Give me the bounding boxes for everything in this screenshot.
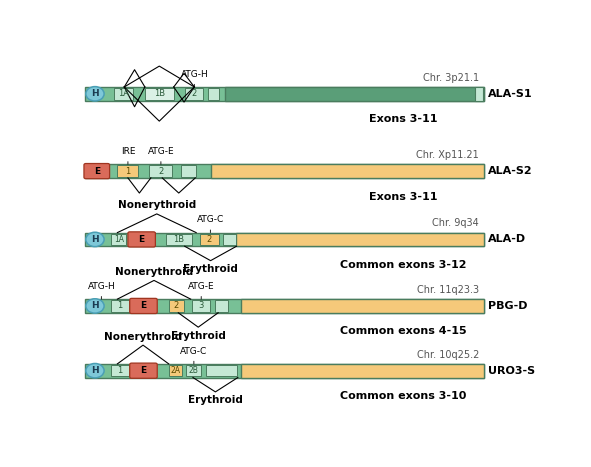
FancyBboxPatch shape: [145, 88, 174, 99]
FancyBboxPatch shape: [200, 234, 219, 245]
Text: 1: 1: [125, 167, 131, 176]
Text: 2B: 2B: [189, 366, 199, 375]
FancyBboxPatch shape: [85, 364, 484, 377]
Circle shape: [86, 363, 104, 378]
FancyBboxPatch shape: [215, 300, 228, 312]
Text: 1B: 1B: [154, 89, 165, 98]
FancyBboxPatch shape: [186, 365, 201, 376]
FancyBboxPatch shape: [85, 299, 484, 313]
Text: H: H: [91, 366, 99, 375]
Text: 1: 1: [118, 302, 123, 311]
FancyBboxPatch shape: [84, 163, 109, 179]
Text: 2: 2: [207, 235, 212, 244]
Text: ALA-S1: ALA-S1: [488, 89, 533, 99]
FancyBboxPatch shape: [212, 164, 484, 178]
FancyBboxPatch shape: [112, 234, 126, 245]
Text: Exons 3-11: Exons 3-11: [369, 114, 438, 124]
Text: Chr. 11q23.3: Chr. 11q23.3: [417, 285, 479, 295]
Text: Common exons 3-10: Common exons 3-10: [340, 391, 467, 401]
Text: 1A: 1A: [118, 89, 129, 98]
FancyBboxPatch shape: [475, 87, 483, 100]
Text: ALA-D: ALA-D: [488, 234, 527, 244]
FancyBboxPatch shape: [236, 233, 484, 246]
Text: ATG-E: ATG-E: [148, 147, 174, 164]
FancyBboxPatch shape: [181, 165, 196, 177]
Text: IRE: IRE: [121, 147, 135, 164]
FancyBboxPatch shape: [128, 232, 155, 247]
FancyBboxPatch shape: [241, 299, 484, 313]
FancyBboxPatch shape: [114, 88, 134, 99]
Text: PBG-D: PBG-D: [488, 301, 528, 311]
FancyBboxPatch shape: [130, 363, 157, 378]
Text: Nonerythroid: Nonerythroid: [115, 267, 193, 277]
Text: 3: 3: [199, 302, 204, 311]
FancyBboxPatch shape: [85, 87, 484, 100]
Text: E: E: [141, 366, 147, 375]
Text: Nonerythroid: Nonerythroid: [118, 200, 196, 210]
Text: 1B: 1B: [173, 235, 184, 244]
Text: 2: 2: [174, 302, 179, 311]
Text: Exons 3-11: Exons 3-11: [369, 191, 438, 202]
Text: H: H: [91, 302, 99, 311]
FancyBboxPatch shape: [112, 365, 129, 376]
Text: Chr. Xp11.21: Chr. Xp11.21: [417, 150, 479, 160]
Text: Erythroid: Erythroid: [183, 264, 238, 274]
Text: Erythroid: Erythroid: [188, 396, 243, 405]
FancyBboxPatch shape: [168, 365, 181, 376]
FancyBboxPatch shape: [130, 298, 157, 313]
FancyBboxPatch shape: [167, 234, 191, 245]
Text: ATG-C: ATG-C: [197, 215, 224, 233]
FancyBboxPatch shape: [192, 300, 210, 312]
Text: 2: 2: [158, 167, 164, 176]
Text: H: H: [91, 89, 99, 98]
Text: Nonerythroid: Nonerythroid: [104, 332, 182, 341]
FancyBboxPatch shape: [225, 87, 484, 100]
Text: E: E: [139, 235, 145, 244]
FancyBboxPatch shape: [241, 364, 484, 377]
Text: 2A: 2A: [170, 366, 180, 375]
Text: ATG-H: ATG-H: [180, 70, 208, 87]
FancyBboxPatch shape: [168, 300, 184, 312]
Circle shape: [86, 232, 104, 247]
FancyBboxPatch shape: [207, 88, 219, 99]
FancyBboxPatch shape: [85, 164, 484, 178]
Text: 1A: 1A: [113, 235, 124, 244]
Text: Common exons 4-15: Common exons 4-15: [340, 326, 467, 336]
Text: ATG-H: ATG-H: [87, 282, 115, 299]
FancyBboxPatch shape: [85, 233, 484, 246]
Text: URO3-S: URO3-S: [488, 366, 535, 375]
Text: ATG-E: ATG-E: [188, 282, 215, 299]
Text: H: H: [91, 235, 99, 244]
Text: Chr. 10q25.2: Chr. 10q25.2: [417, 349, 479, 360]
Text: E: E: [94, 167, 100, 176]
FancyBboxPatch shape: [223, 234, 236, 245]
Text: Chr. 3p21.1: Chr. 3p21.1: [423, 73, 479, 83]
Text: Chr. 9q34: Chr. 9q34: [433, 218, 479, 228]
Text: ALA-S2: ALA-S2: [488, 166, 533, 176]
Text: 2: 2: [191, 89, 197, 98]
Text: Common exons 3-12: Common exons 3-12: [340, 260, 467, 270]
FancyBboxPatch shape: [112, 300, 129, 312]
Circle shape: [86, 299, 104, 313]
Text: E: E: [141, 302, 147, 311]
FancyBboxPatch shape: [185, 88, 203, 99]
Circle shape: [86, 86, 104, 101]
FancyBboxPatch shape: [206, 365, 237, 376]
Text: Erythroid: Erythroid: [171, 331, 225, 341]
Text: ATG-C: ATG-C: [180, 347, 207, 364]
FancyBboxPatch shape: [150, 165, 173, 177]
Text: 1: 1: [118, 366, 123, 375]
FancyBboxPatch shape: [118, 165, 138, 177]
